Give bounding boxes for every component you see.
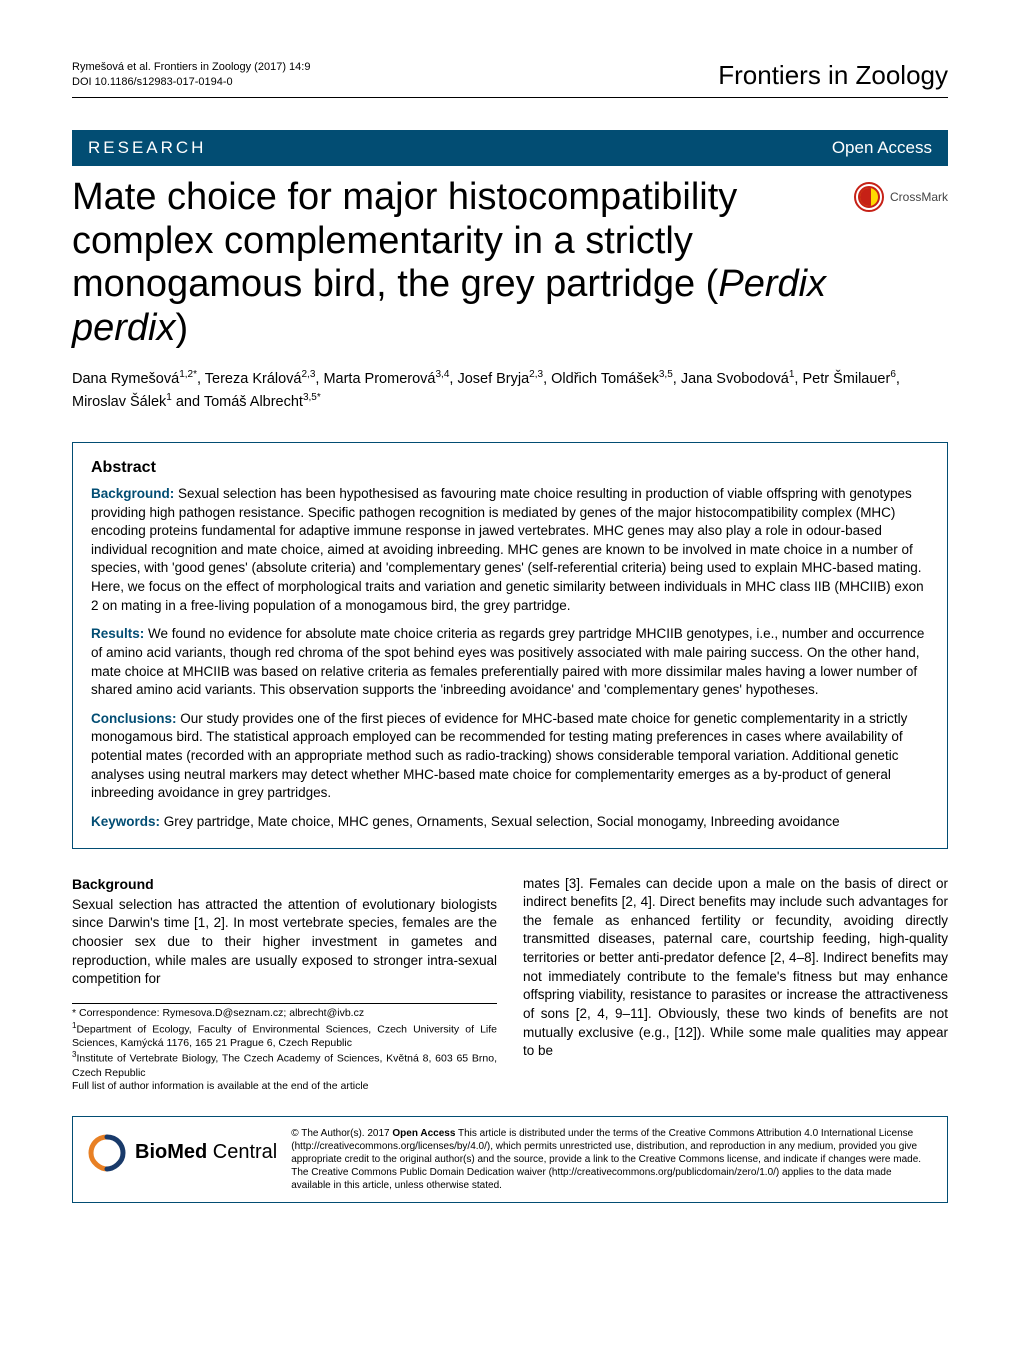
body-columns: Background Sexual selection has attracte…	[72, 875, 948, 1094]
biomedcentral-logo: BioMed Central	[87, 1127, 277, 1173]
body-para-1: Sexual selection has attracted the atten…	[72, 896, 497, 989]
correspondence-line: * Correspondence: Rymesova.D@seznam.cz; …	[72, 1007, 497, 1021]
article-type-banner: RESEARCH Open Access	[72, 130, 948, 166]
abstract-heading: Abstract	[91, 459, 929, 477]
license-text: © The Author(s). 2017 Open Access This a…	[291, 1127, 933, 1192]
abstract-results-label: Results:	[91, 626, 144, 641]
body-para-2: mates [3]. Females can decide upon a mal…	[523, 875, 948, 1061]
background-heading: Background	[72, 875, 497, 894]
affiliation-1: 1Department of Ecology, Faculty of Envir…	[72, 1021, 497, 1051]
crossmark-icon	[854, 182, 884, 212]
citation-text: Rymešová et al. Frontiers in Zoology (20…	[72, 60, 310, 75]
abstract-box: Abstract Background: Sexual selection ha…	[72, 442, 948, 849]
abstract-results: Results: We found no evidence for absolu…	[91, 625, 929, 700]
abstract-conclusions-text: Our study provides one of the first piec…	[91, 711, 907, 801]
running-header: Rymešová et al. Frontiers in Zoology (20…	[72, 60, 948, 98]
affiliation-3: 3Institute of Vertebrate Biology, The Cz…	[72, 1050, 497, 1080]
crossmark-label: CrossMark	[890, 190, 948, 204]
full-author-list-note: Full list of author information is avail…	[72, 1080, 497, 1094]
bmc-word-light: Central	[207, 1141, 277, 1163]
license-footer: BioMed Central © The Author(s). 2017 Ope…	[72, 1116, 948, 1203]
citation-block: Rymešová et al. Frontiers in Zoology (20…	[72, 60, 310, 90]
doi-text: DOI 10.1186/s12983-017-0194-0	[72, 75, 310, 90]
article-title: Mate choice for major histocompatibility…	[72, 176, 854, 351]
abstract-conclusions: Conclusions: Our study provides one of t…	[91, 710, 929, 803]
title-text-3: )	[176, 307, 189, 349]
author-list: Dana Rymešová1,2*, Tereza Králová2,3, Ma…	[72, 367, 948, 414]
bmc-wordmark: BioMed Central	[135, 1141, 277, 1164]
abstract-keywords: Keywords: Grey partridge, Mate choice, M…	[91, 813, 929, 832]
title-text-1: Mate choice for major histocompatibility…	[72, 176, 737, 305]
footnotes: * Correspondence: Rymesova.D@seznam.cz; …	[72, 1003, 497, 1094]
crossmark-badge[interactable]: CrossMark	[854, 182, 948, 212]
abstract-background-label: Background:	[91, 486, 174, 501]
journal-name: Frontiers in Zoology	[718, 60, 948, 91]
abstract-keywords-label: Keywords:	[91, 814, 160, 829]
abstract-background: Background: Sexual selection has been hy…	[91, 485, 929, 615]
bmc-swirl-icon	[87, 1133, 127, 1173]
abstract-results-text: We found no evidence for absolute mate c…	[91, 626, 924, 697]
article-type-label: RESEARCH	[88, 138, 206, 158]
bmc-word-bold: BioMed	[135, 1141, 207, 1163]
abstract-conclusions-label: Conclusions:	[91, 711, 177, 726]
abstract-background-text: Sexual selection has been hypothesised a…	[91, 486, 924, 613]
open-access-label: Open Access	[832, 138, 932, 158]
abstract-keywords-text: Grey partridge, Mate choice, MHC genes, …	[160, 814, 840, 829]
